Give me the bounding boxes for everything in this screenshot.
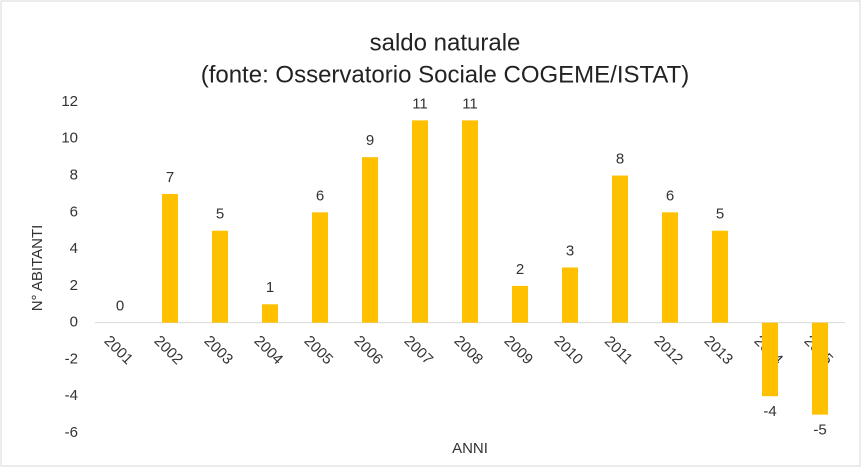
- y-tick-label: 2: [70, 277, 78, 294]
- y-tick-label: 6: [70, 203, 78, 220]
- data-label: -5: [813, 422, 826, 439]
- data-label: 2: [516, 261, 524, 278]
- y-tick-label: -4: [65, 387, 78, 404]
- data-label: 5: [716, 206, 724, 223]
- bar: [762, 322, 778, 397]
- bar: [462, 120, 478, 323]
- data-label: -4: [763, 403, 776, 420]
- bar: [662, 212, 678, 323]
- data-label: 6: [666, 187, 674, 204]
- data-label: 5: [216, 206, 224, 223]
- chart-subtitle: (fonte: Osservatorio Sociale COGEME/ISTA…: [201, 61, 690, 88]
- data-label: 8: [616, 151, 624, 168]
- y-tick-label: 10: [61, 130, 78, 147]
- chart-title: saldo naturale: [370, 29, 521, 56]
- data-label: 0: [116, 298, 124, 315]
- bar: [712, 230, 728, 323]
- data-label: 6: [316, 187, 324, 204]
- bar: [212, 230, 228, 323]
- data-label: 1: [266, 279, 274, 296]
- bar: [512, 285, 528, 323]
- bar: [162, 193, 178, 323]
- data-label: 3: [566, 242, 574, 259]
- data-label: 11: [462, 95, 478, 112]
- y-tick-label: 4: [70, 240, 78, 257]
- y-tick-label: -2: [65, 350, 78, 367]
- data-label: 7: [166, 169, 174, 186]
- data-label: 11: [412, 95, 428, 112]
- bar: [612, 175, 628, 323]
- bar: [312, 212, 328, 323]
- y-tick-label: -6: [65, 424, 78, 441]
- y-tick-label: 8: [70, 167, 78, 184]
- bar: [362, 157, 378, 323]
- y-tick-label: 12: [61, 93, 78, 110]
- x-axis-label: ANNI: [452, 440, 488, 457]
- bar: [562, 267, 578, 323]
- bar: [812, 322, 828, 415]
- y-tick-label: 0: [70, 314, 78, 331]
- y-axis-label: N° ABITANTI: [29, 225, 46, 312]
- data-label: 9: [366, 132, 374, 149]
- bar: [412, 120, 428, 323]
- bar: [262, 304, 278, 323]
